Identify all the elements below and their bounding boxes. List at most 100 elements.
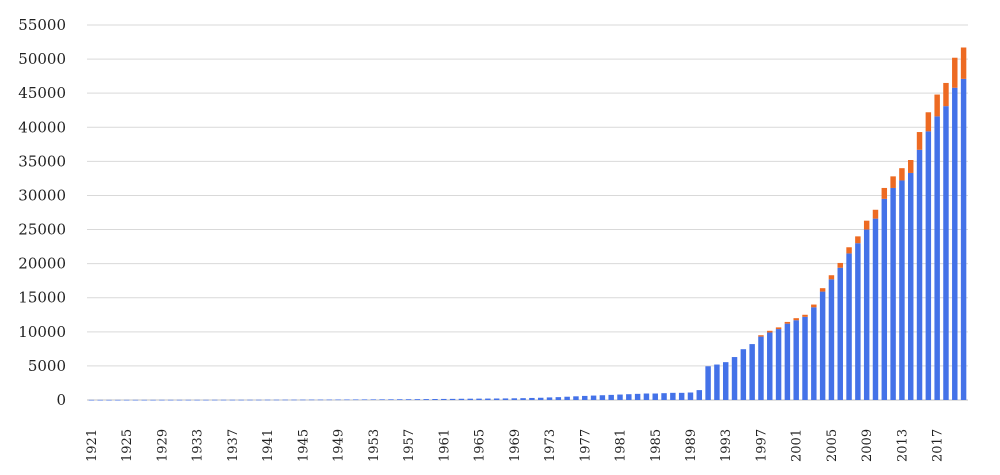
bar-segment-series-1-2002: [802, 316, 808, 400]
x-tick-label: 1941: [261, 429, 276, 462]
bar-segment-series-1-1963: [458, 398, 465, 400]
bar-segment-series-1-1966: [485, 398, 491, 400]
bar-segment-series-2-2005: [828, 275, 835, 280]
x-axis-ticks: 1921 1925 1929 1933 1937 1941 1945 1949 1953 1957…: [85, 429, 946, 462]
bar-segment-series-1-1986: [661, 393, 667, 400]
bar-segment-series-1-1980: [608, 394, 614, 400]
bar-segment-series-1-1957: [405, 399, 412, 400]
bar-segment-series-1-1984: [643, 393, 650, 400]
bar-segment-series-1-2014: [908, 172, 914, 400]
bar-segment-series-1-2011: [881, 198, 888, 400]
bar-segment-series-1-1983: [634, 393, 641, 400]
bar-segment-series-1-2016: [925, 131, 932, 401]
x-tick-label: 2005: [825, 429, 840, 462]
x-tick-label: 2009: [860, 429, 875, 462]
bar-segment-series-1-1950: [344, 399, 350, 401]
bar-segment-series-1-2020: [960, 78, 967, 401]
x-tick-label: 2013: [895, 429, 910, 462]
y-tick-label: 5000: [28, 357, 66, 375]
bar-segment-series-1-1945: [300, 399, 306, 401]
bar-segment-series-1-1926: [132, 399, 139, 401]
bar-segment-series-1-1930: [167, 399, 174, 401]
y-tick-label: 0: [56, 391, 66, 409]
bar-segment-series-1-1992: [714, 364, 720, 400]
bar-segment-series-1-1923: [106, 399, 112, 401]
x-tick-label: 1945: [296, 429, 311, 462]
bar-segment-series-1-1990: [696, 390, 703, 400]
x-tick-label: 1985: [649, 429, 664, 462]
x-tick-label: 2017: [931, 429, 946, 462]
bar-segment-series-1-2018: [943, 106, 949, 400]
bar-segment-series-1-1932: [185, 399, 192, 401]
x-tick-label: 1969: [508, 429, 523, 462]
x-tick-label: 1997: [754, 429, 769, 462]
bar-segment-series-1-1977: [582, 395, 588, 400]
x-tick-label: 1929: [155, 429, 170, 462]
bars: [88, 47, 967, 401]
bar-segment-series-1-2019: [952, 87, 958, 400]
y-tick-label: 30000: [18, 186, 66, 204]
bar-segment-series-1-1933: [194, 399, 200, 401]
bar-segment-series-2-2003: [811, 304, 817, 308]
bar-segment-series-1-1978: [590, 395, 597, 400]
bar-segment-series-1-1981: [617, 394, 623, 400]
bar-segment-series-1-2000: [784, 323, 791, 400]
bar-segment-series-2-1997: [758, 335, 764, 337]
bar-segment-series-1-1982: [626, 394, 632, 400]
x-tick-label: 1953: [367, 429, 382, 462]
y-tick-label: 50000: [18, 50, 66, 68]
bar-segment-series-1-1942: [273, 399, 280, 401]
bar-segment-series-2-2015: [916, 132, 923, 150]
bar-segment-series-1-1940: [256, 399, 262, 401]
bar-segment-series-1-1939: [247, 399, 253, 401]
x-tick-label: 1989: [684, 429, 699, 462]
bar-segment-series-2-2010: [872, 209, 879, 219]
y-tick-label: 40000: [18, 118, 66, 136]
bar-segment-series-1-1987: [670, 392, 676, 400]
bar-segment-series-1-1997: [758, 336, 764, 400]
bar-segment-series-1-1970: [520, 398, 526, 400]
bar-segment-series-1-1999: [775, 329, 782, 400]
bar-segment-series-1-1993: [722, 362, 729, 400]
bar-segment-series-2-1999: [775, 327, 782, 330]
x-tick-label: 1949: [332, 429, 347, 462]
bar-segment-series-1-1989: [687, 392, 694, 400]
bar-segment-series-1-2006: [837, 267, 843, 400]
bar-segment-series-1-1955: [388, 399, 394, 400]
bar-segment-series-1-1965: [476, 398, 482, 400]
bar-segment-series-1-2017: [934, 116, 940, 401]
bar-segment-series-1-1976: [573, 396, 579, 400]
bar-segment-series-1-1969: [511, 398, 518, 400]
bar-segment-series-1-1954: [379, 399, 385, 400]
bar-segment-series-1-1994: [731, 357, 738, 400]
bar-segment-series-1-2003: [811, 307, 817, 400]
y-tick-label: 25000: [18, 221, 66, 239]
bar-segment-series-2-2020: [960, 47, 967, 79]
bar-segment-series-2-2007: [846, 247, 852, 254]
bar-segment-series-1-2012: [890, 187, 896, 400]
y-tick-label: 20000: [18, 255, 66, 273]
bar-segment-series-2-2006: [837, 262, 843, 268]
x-tick-label: 1933: [191, 429, 206, 462]
bar-segment-series-1-1968: [502, 398, 509, 400]
x-tick-label: 1981: [614, 429, 629, 462]
bar-segment-series-2-2017: [934, 94, 940, 117]
y-tick-label: 10000: [18, 323, 66, 341]
bar-segment-series-2-2011: [881, 187, 888, 199]
y-axis-ticks: 0 5000 10000 15000 20000 25000 30000 35000 40000…: [18, 16, 66, 409]
x-tick-label: 1921: [85, 429, 100, 462]
bar-segment-series-1-1961: [441, 398, 447, 400]
bar-segment-series-1-1995: [740, 349, 747, 400]
bar-segment-series-1-1956: [397, 399, 403, 400]
bar-segment-series-2-2008: [855, 236, 861, 244]
bar-segment-series-1-1946: [308, 399, 315, 401]
bar-segment-series-1-2010: [872, 218, 879, 400]
bar-segment-series-1-1924: [115, 399, 121, 401]
x-tick-label: 1957: [402, 429, 417, 462]
bar-segment-series-1-1929: [159, 399, 165, 401]
bar-segment-series-1-1973: [546, 397, 553, 400]
bar-segment-series-1-1996: [749, 344, 755, 400]
bar-segment-series-1-2004: [819, 291, 826, 400]
